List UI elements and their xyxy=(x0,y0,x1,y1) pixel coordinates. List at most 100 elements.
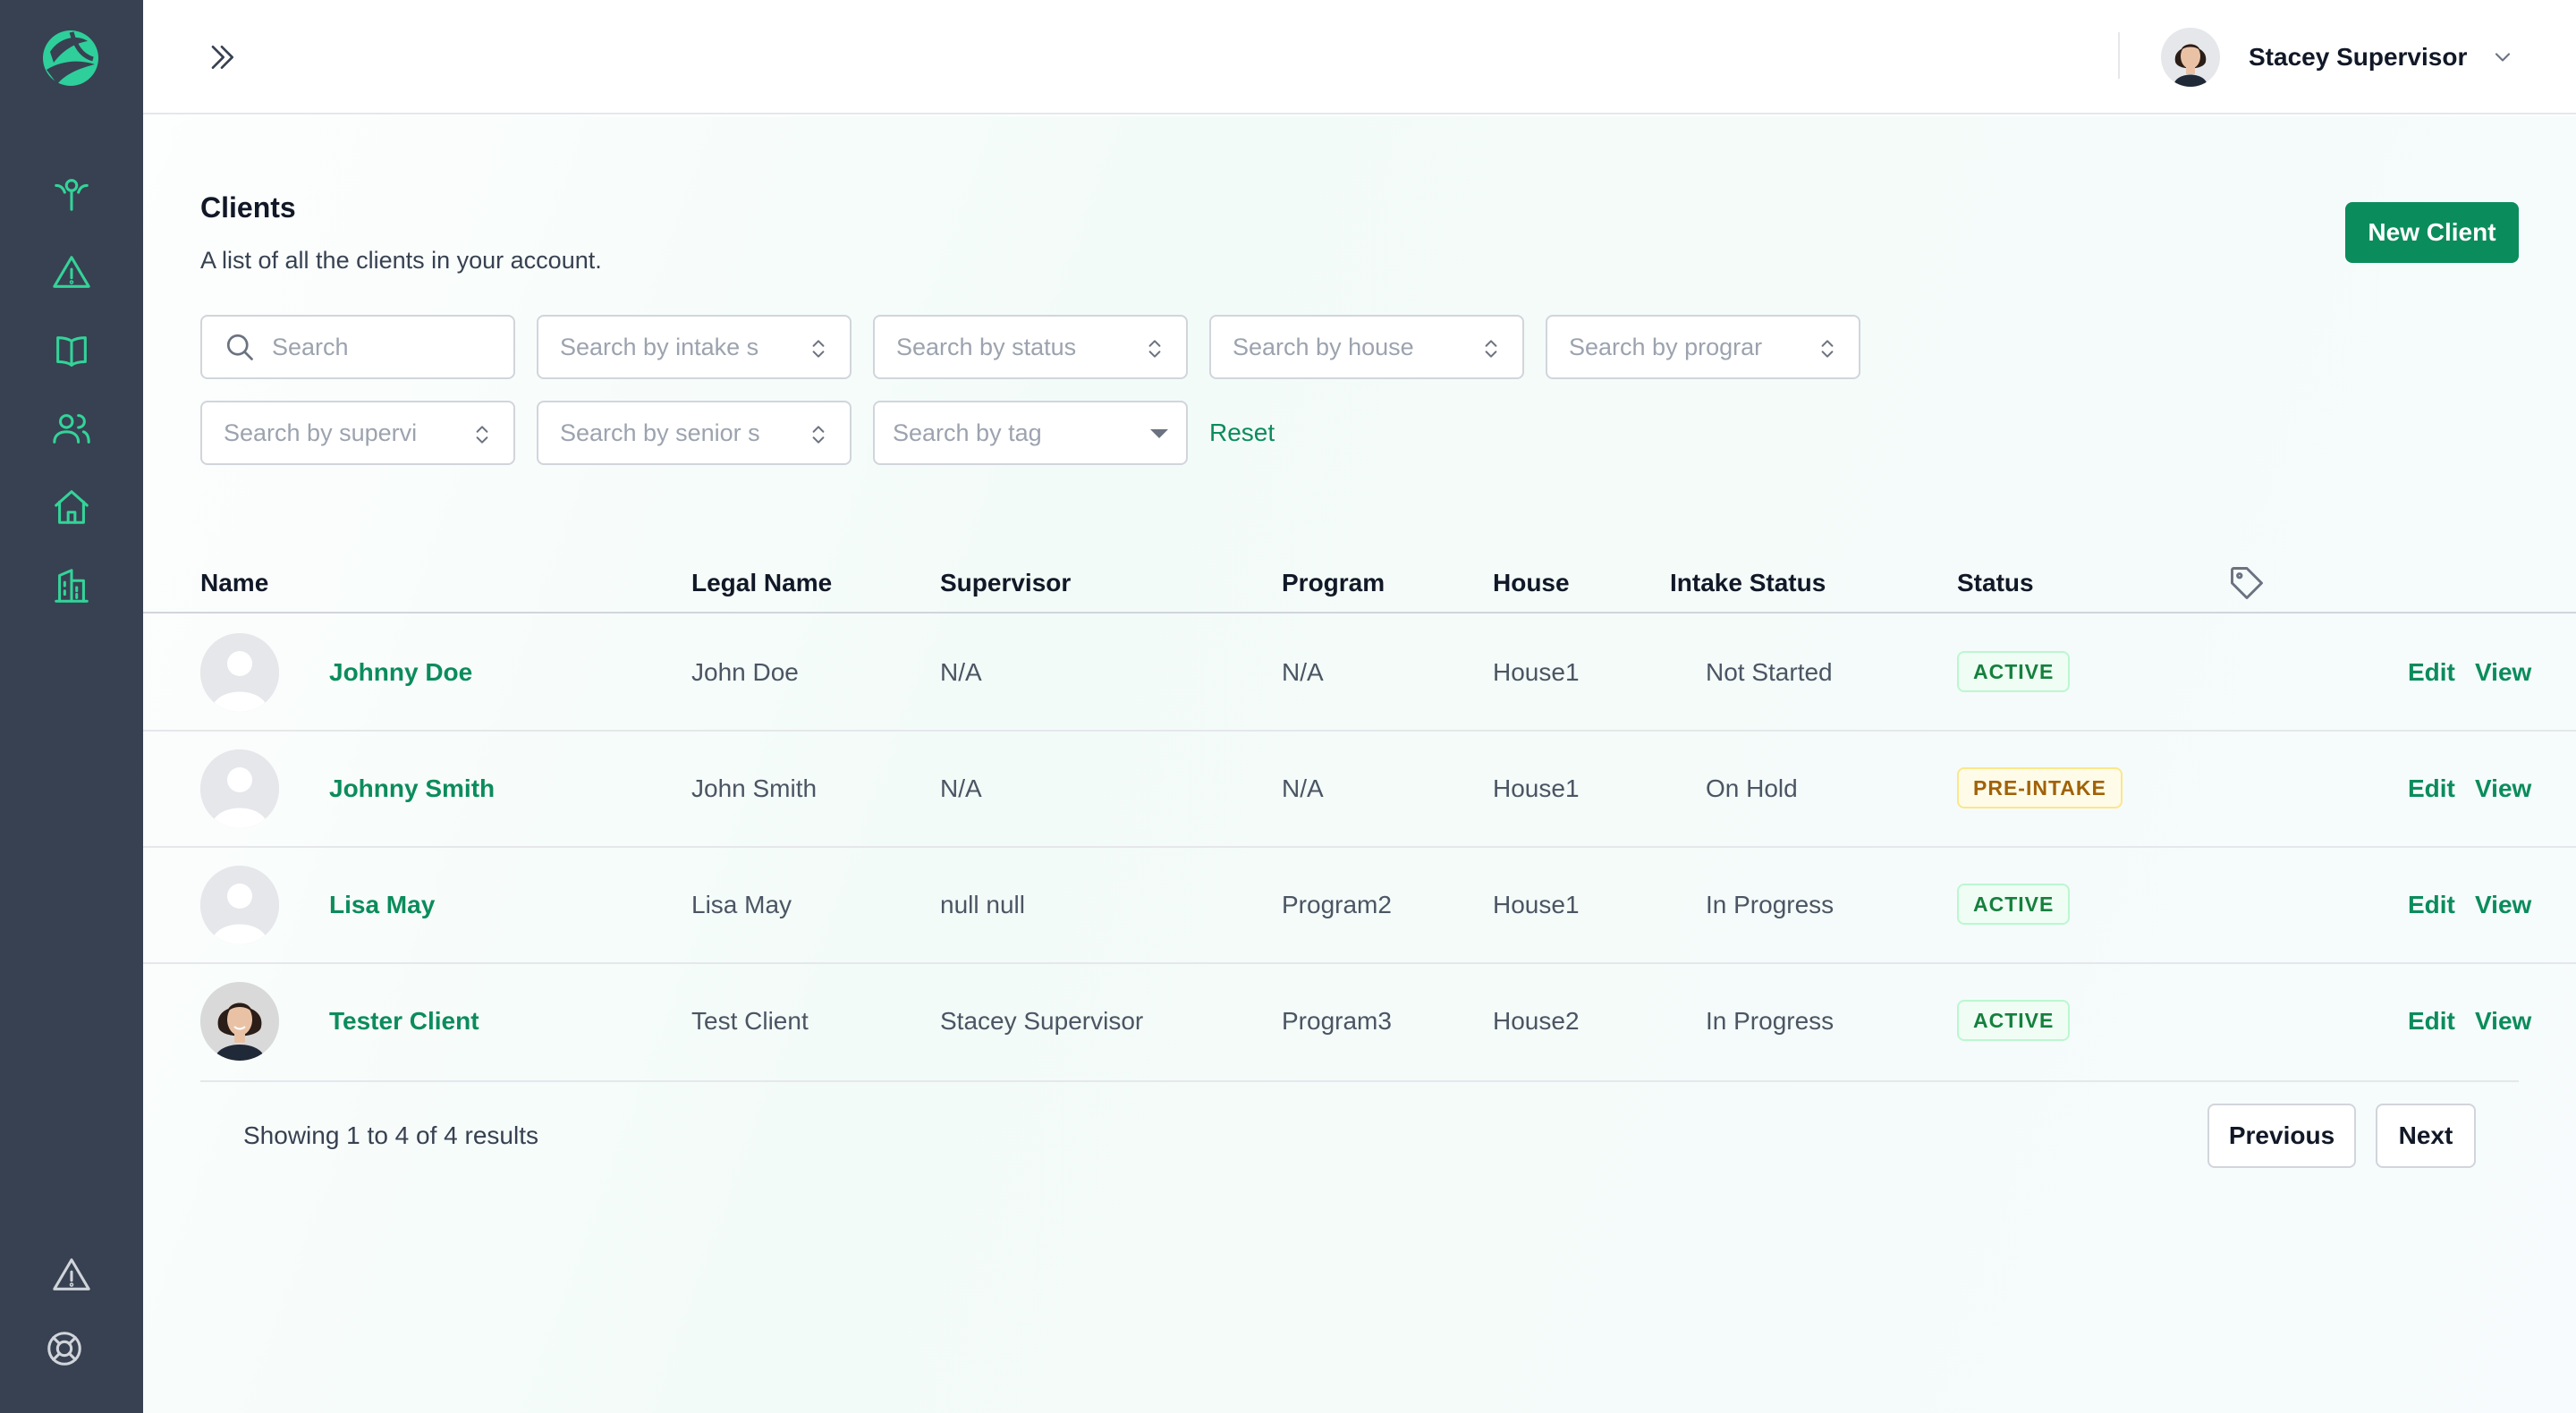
column-header-program[interactable]: Program xyxy=(1282,569,1385,597)
edit-link[interactable]: Edit xyxy=(2408,1007,2455,1035)
edit-link[interactable]: Edit xyxy=(2408,658,2455,686)
selector-arrows-icon xyxy=(1148,340,1161,358)
intake-status-select[interactable]: Search by intake s xyxy=(537,315,852,379)
top-bar: Stacey Supervisor xyxy=(143,0,2576,114)
selector-arrows-icon xyxy=(812,426,825,444)
status-placeholder: Search by status xyxy=(896,333,1077,360)
dropdown-triangle-icon xyxy=(1150,429,1168,438)
page-subtitle: A list of all the clients in your accoun… xyxy=(200,247,602,274)
user-avatar xyxy=(2161,28,2220,87)
avatar-placeholder xyxy=(200,749,279,828)
building-icon[interactable] xyxy=(50,564,93,607)
house-select[interactable]: Search by house xyxy=(1209,315,1524,379)
column-header-house[interactable]: House xyxy=(1493,569,1570,597)
edit-link[interactable]: Edit xyxy=(2408,774,2455,802)
expand-sidebar-button[interactable] xyxy=(200,36,243,79)
status-badge: ACTIVE xyxy=(1957,651,2071,692)
column-header-intake-status[interactable]: Intake Status xyxy=(1670,569,1826,597)
warning-icon[interactable] xyxy=(50,251,93,294)
new-client-button[interactable]: New Client xyxy=(2345,202,2519,263)
program-cell: Program2 xyxy=(1282,891,1392,918)
sidebar xyxy=(0,0,143,1413)
person-growth-icon[interactable] xyxy=(50,173,93,216)
selector-arrows-icon xyxy=(1821,340,1834,358)
program-placeholder: Search by prograr xyxy=(1569,333,1763,360)
house-cell: House2 xyxy=(1493,1007,1580,1035)
app-logo[interactable] xyxy=(38,25,104,91)
supervisor-cell: N/A xyxy=(940,658,982,686)
view-link[interactable]: View xyxy=(2475,774,2532,802)
column-header-status[interactable]: Status xyxy=(1957,569,2034,597)
users-icon[interactable] xyxy=(50,407,93,450)
edit-link[interactable]: Edit xyxy=(2408,891,2455,918)
client-name-link[interactable]: Tester Client xyxy=(329,1007,479,1035)
intake-status-placeholder: Search by intake s xyxy=(560,333,759,360)
table-bottom-divider xyxy=(200,1080,2519,1082)
search-input[interactable]: Search xyxy=(200,315,515,379)
status-badge: ACTIVE xyxy=(1957,884,2071,925)
search-placeholder: Search xyxy=(272,333,349,360)
avatar-placeholder xyxy=(200,866,279,944)
supervisor-cell: N/A xyxy=(940,774,982,802)
house-cell: House1 xyxy=(1493,774,1580,802)
home-icon[interactable] xyxy=(50,486,93,529)
supervisor-select[interactable]: Search by supervi xyxy=(200,401,515,465)
user-menu[interactable]: Stacey Supervisor xyxy=(2161,27,2515,88)
tag-icon[interactable] xyxy=(2227,563,2267,603)
help-lifebuoy-icon[interactable] xyxy=(43,1327,86,1370)
main-content: Clients A list of all the clients in you… xyxy=(143,116,2576,1413)
program-cell: N/A xyxy=(1282,774,1324,802)
page-title: Clients xyxy=(200,191,296,224)
status-badge: ACTIVE xyxy=(1957,1000,2071,1041)
table-row: Johnny Smith John Smith N/A N/A House1 O… xyxy=(143,732,2576,848)
view-link[interactable]: View xyxy=(2475,1007,2532,1035)
program-cell: N/A xyxy=(1282,658,1324,686)
client-name-link[interactable]: Johnny Smith xyxy=(329,774,496,802)
supervisor-cell: Stacey Supervisor xyxy=(940,1007,1144,1035)
alert-icon[interactable] xyxy=(50,1254,93,1297)
legal-name-cell: Test Client xyxy=(691,1007,809,1035)
program-select[interactable]: Search by prograr xyxy=(1546,315,1860,379)
reset-link[interactable]: Reset xyxy=(1209,419,1275,446)
column-header-supervisor[interactable]: Supervisor xyxy=(940,569,1072,597)
double-chevron-right-icon xyxy=(211,46,233,69)
status-badge: PRE-INTAKE xyxy=(1957,767,2123,808)
supervisor-placeholder: Search by supervi xyxy=(224,419,418,446)
topbar-divider xyxy=(2118,32,2120,79)
senior-select[interactable]: Search by senior s xyxy=(537,401,852,465)
table-row: Lisa May Lisa May null null Program2 Hou… xyxy=(143,848,2576,964)
house-placeholder: Search by house xyxy=(1233,333,1414,360)
intake-status-cell: On Hold xyxy=(1706,774,1798,802)
client-name-link[interactable]: Johnny Doe xyxy=(329,658,473,686)
status-select[interactable]: Search by status xyxy=(873,315,1188,379)
house-cell: House1 xyxy=(1493,658,1580,686)
intake-status-cell: Not Started xyxy=(1706,658,1833,686)
legal-name-cell: Lisa May xyxy=(691,891,792,918)
view-link[interactable]: View xyxy=(2475,658,2532,686)
tag-placeholder: Search by tag xyxy=(893,419,1042,446)
selector-arrows-icon xyxy=(1485,340,1497,358)
results-summary: Showing 1 to 4 of 4 results xyxy=(243,1121,538,1149)
table-row: Johnny Doe John Doe N/A N/A House1 Not S… xyxy=(143,615,2576,732)
client-avatar-photo xyxy=(200,982,279,1061)
legal-name-cell: John Smith xyxy=(691,774,818,802)
selector-arrows-icon xyxy=(812,340,825,358)
intake-status-cell: In Progress xyxy=(1706,891,1835,918)
client-name-link[interactable]: Lisa May xyxy=(329,891,436,918)
senior-placeholder: Search by senior s xyxy=(560,419,760,446)
column-header-name[interactable]: Name xyxy=(200,569,269,597)
user-name: Stacey Supervisor xyxy=(2249,43,2468,71)
view-link[interactable]: View xyxy=(2475,891,2532,918)
next-button[interactable]: Next xyxy=(2376,1104,2476,1168)
tag-select[interactable]: Search by tag xyxy=(873,401,1188,465)
legal-name-cell: John Doe xyxy=(691,658,799,686)
intake-status-cell: In Progress xyxy=(1706,1007,1835,1035)
table-header: Name Legal Name Supervisor Program House… xyxy=(143,549,2576,613)
previous-button[interactable]: Previous xyxy=(2207,1104,2356,1168)
selector-arrows-icon xyxy=(476,426,488,444)
book-icon[interactable] xyxy=(50,330,93,373)
table-row: Tester Client Test Client Stacey Supervi… xyxy=(143,964,2576,1080)
supervisor-cell: null null xyxy=(940,891,1025,918)
column-header-legal-name[interactable]: Legal Name xyxy=(691,569,833,597)
program-cell: Program3 xyxy=(1282,1007,1392,1035)
